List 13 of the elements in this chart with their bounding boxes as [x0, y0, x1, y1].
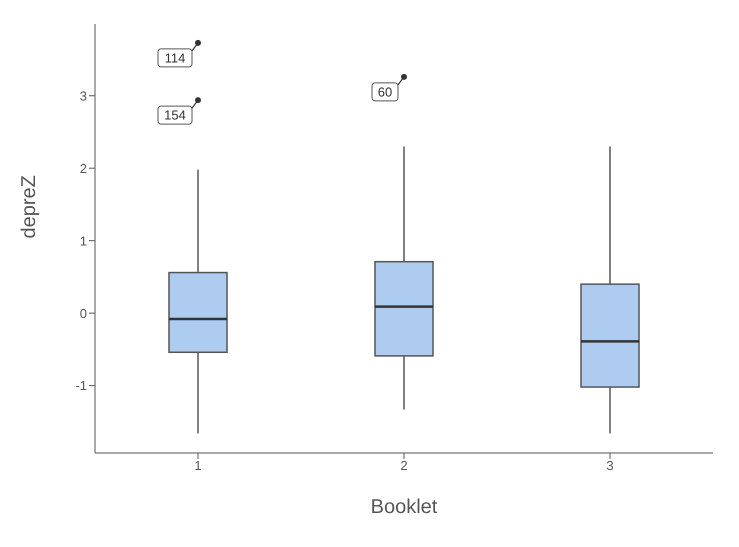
- y-axis-title: depreZ: [18, 175, 40, 238]
- y-tick-label: 1: [80, 233, 87, 248]
- y-tick-label: 3: [80, 88, 87, 104]
- annotation: 154: [164, 108, 186, 123]
- x-tick-label: 2: [400, 458, 408, 474]
- annotation: 114: [164, 50, 186, 66]
- annotation: 60: [378, 84, 392, 100]
- y-tick-label: 0: [80, 306, 87, 321]
- x-tick-label: 3: [606, 458, 614, 474]
- y-tick-label: 2: [80, 160, 87, 176]
- x-axis-title: Booklet: [370, 496, 438, 518]
- x-tick-label: 1: [194, 458, 202, 474]
- y-tick-label: -1: [75, 378, 87, 394]
